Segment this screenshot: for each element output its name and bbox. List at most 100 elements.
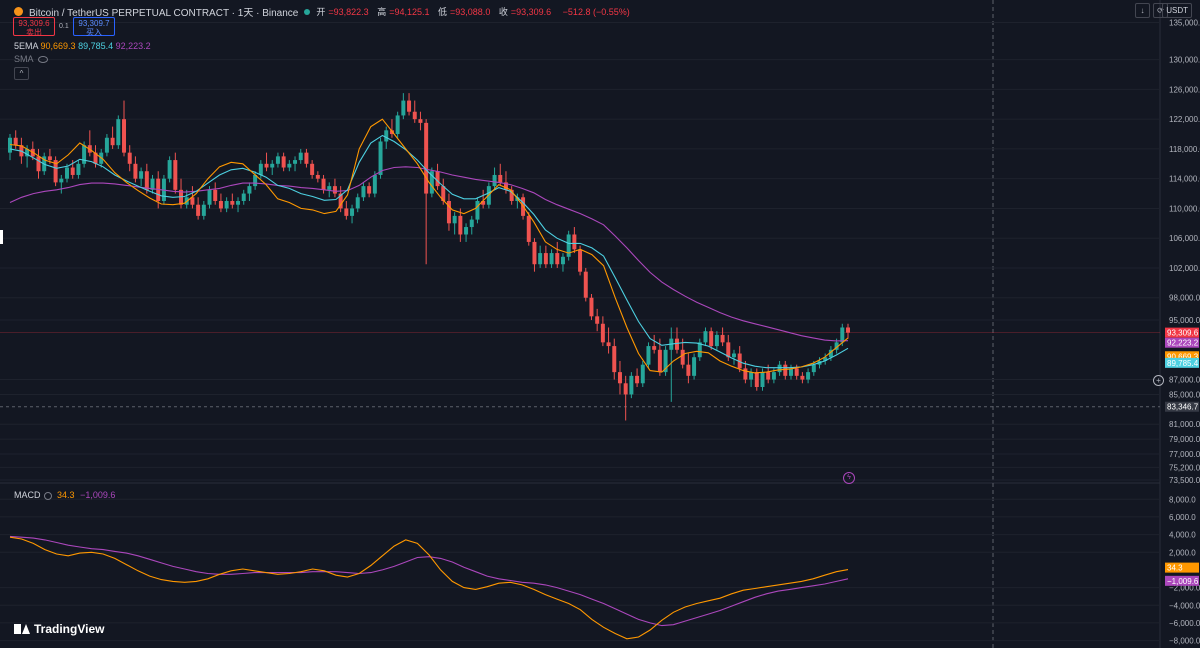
plus-icon[interactable]: + <box>1153 375 1164 386</box>
candle-body <box>378 141 383 175</box>
price-tick-label: 95,000.0 <box>1169 316 1200 325</box>
macd-value-label-bg <box>1165 575 1199 586</box>
price-tick-label: 106,000.0 <box>1169 234 1200 243</box>
collapse-legend-button[interactable]: ^ <box>14 67 29 80</box>
ema-fast-line <box>9 118 849 374</box>
macd-tick-label: 8,000.0 <box>1169 495 1196 504</box>
eye-icon[interactable] <box>37 56 48 64</box>
price-tick-label: 114,000.0 <box>1169 175 1200 184</box>
buy-button[interactable]: 93,309.7 买入 <box>73 17 115 37</box>
candle-body <box>469 219 474 228</box>
price-tick-label: 126,000.0 <box>1169 85 1200 94</box>
price-tick-label: 75,200.0 <box>1169 463 1200 472</box>
candle-body <box>350 208 355 216</box>
symbol-title[interactable]: Bitcoin / TetherUS PERPETUAL CONTRACT · … <box>29 8 299 19</box>
candle-body <box>315 174 320 179</box>
side-panel-tab[interactable] <box>0 230 3 244</box>
currency-selector[interactable]: USDT <box>1162 3 1192 18</box>
candle-body <box>657 349 662 373</box>
price-tick-label: 110,000.0 <box>1169 204 1200 213</box>
ema-slow-line <box>9 166 849 342</box>
candle-body <box>703 331 708 343</box>
candle-body <box>150 178 155 190</box>
candle-body <box>652 346 657 350</box>
candle-body <box>612 346 617 373</box>
macd-legend[interactable]: MACD 34.3 −1,009.6 <box>14 490 116 500</box>
candle-body <box>726 342 731 358</box>
candlesticks <box>8 93 850 421</box>
candle-body <box>424 122 429 194</box>
candle-body <box>549 253 554 265</box>
candle-body <box>264 163 269 168</box>
candle-body <box>692 357 697 376</box>
candle-body <box>435 171 440 187</box>
ema-mid-line <box>9 134 849 369</box>
candle-body <box>36 156 41 172</box>
price-axis[interactable]: 135,000.0 130,000.0 126,000.0 122,000.0 118,… <box>1169 18 1200 645</box>
price-tick-label: 73,500.0 <box>1169 476 1200 485</box>
candle-body <box>230 201 235 205</box>
candle-body <box>76 163 81 175</box>
candle-body <box>464 227 469 235</box>
ema-fast-value: 90,669.3 <box>40 41 76 51</box>
candle-body <box>766 372 771 380</box>
candle-body <box>401 100 406 116</box>
candle-body <box>253 174 258 187</box>
price-label-bg <box>1165 327 1199 338</box>
candle-body <box>646 346 651 365</box>
sma-legend[interactable]: SMA <box>14 54 48 64</box>
macd-tick-label: −8,000.0 <box>1169 637 1200 646</box>
candle-body <box>498 174 503 183</box>
price-tick-label: 81,000.0 <box>1169 420 1200 429</box>
sell-button[interactable]: 93,309.6 卖出 <box>13 17 55 37</box>
candle-body <box>663 349 668 373</box>
candle-body <box>82 145 87 164</box>
refresh-icon[interactable]: ⟳ <box>1153 3 1168 18</box>
lightning-icon[interactable]: ϟ <box>843 472 855 484</box>
candle-body <box>429 171 434 194</box>
candle-body <box>720 334 725 343</box>
candle-body <box>190 197 195 205</box>
price-tick-label: 135,000.0 <box>1169 18 1200 27</box>
tradingview-icon <box>14 624 30 634</box>
price-tick-label: 118,000.0 <box>1169 145 1200 154</box>
price-tick-label: 85,000.0 <box>1169 390 1200 399</box>
candle-body <box>213 189 218 201</box>
price-tick-label: 98,000.0 <box>1169 294 1200 303</box>
price-label-bg <box>1165 337 1199 348</box>
arrow-down-icon[interactable]: ↓ <box>1135 3 1150 18</box>
macd-value-label-bg <box>1165 562 1199 573</box>
macd-value: 34.3 <box>57 490 75 500</box>
candle-body <box>806 372 811 380</box>
candle-body <box>674 338 679 350</box>
candle-body <box>783 364 788 376</box>
candle-body <box>355 197 360 209</box>
bitcoin-icon <box>14 7 23 16</box>
ema-legend[interactable]: 5EMA 90,669.3 89,785.4 92,223.2 <box>14 41 151 51</box>
candle-body <box>617 372 622 384</box>
macd-line <box>9 536 849 640</box>
candle-body <box>93 152 98 164</box>
candle-body <box>680 349 685 365</box>
candle-body <box>47 156 52 161</box>
candle-body <box>407 100 412 112</box>
candle-body <box>395 115 400 135</box>
price-label-bg <box>1165 357 1199 368</box>
candle-body <box>196 204 201 216</box>
candle-body <box>133 163 138 179</box>
candle-body <box>236 201 241 205</box>
settings-icon[interactable] <box>43 491 52 500</box>
candle-body <box>543 253 548 265</box>
symbol-legend[interactable]: Bitcoin / TetherUS PERPETUAL CONTRACT · … <box>14 4 636 19</box>
signal-value: −1,009.6 <box>80 490 116 500</box>
tradingview-logo[interactable]: TradingView <box>14 622 104 636</box>
candle-body <box>207 189 212 205</box>
candle-body <box>412 111 417 120</box>
candle-body <box>25 148 30 157</box>
candle-body <box>566 234 571 257</box>
price-label: 92,223.2 <box>1167 339 1199 348</box>
candle-body <box>640 364 645 384</box>
candle-body <box>110 137 115 146</box>
candle-body <box>794 368 799 376</box>
